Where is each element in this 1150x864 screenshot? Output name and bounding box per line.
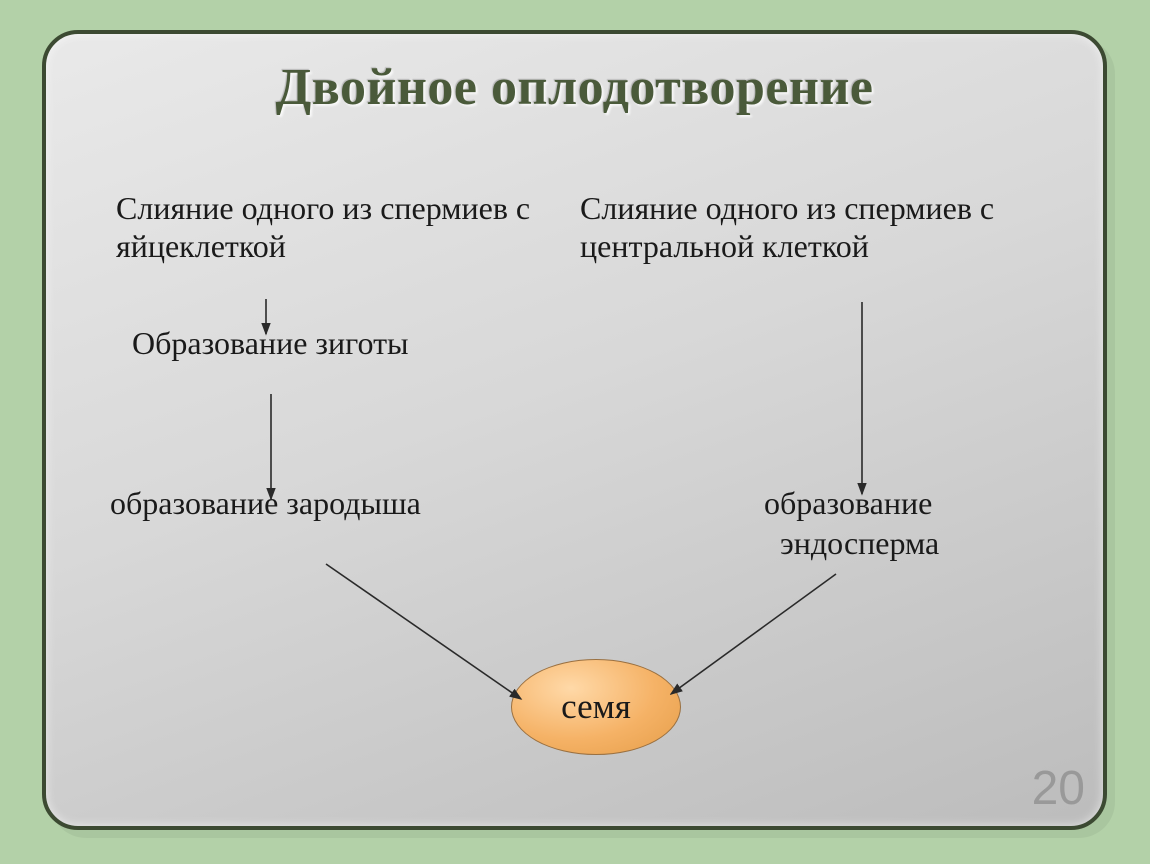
- slide-card: Двойное оплодотворение Слияние одного из…: [42, 30, 1107, 830]
- right-step-3a: образование: [764, 484, 932, 522]
- page-number: 20: [1032, 761, 1085, 816]
- arrow: [671, 574, 836, 694]
- arrow: [326, 564, 521, 699]
- left-step-2: Образование зиготы: [132, 324, 409, 362]
- seed-label: семя: [561, 687, 631, 727]
- slide-title: Двойное оплодотворение: [46, 58, 1103, 117]
- left-step-3: образование зародыша: [110, 484, 421, 522]
- seed-node: семя: [511, 659, 681, 755]
- right-step-1: Слияние одного из спермиев с центральной…: [580, 189, 1100, 266]
- left-step-1: Слияние одного из спермиев с яйцеклеткой: [116, 189, 546, 266]
- right-step-3b: эндосперма: [780, 524, 939, 562]
